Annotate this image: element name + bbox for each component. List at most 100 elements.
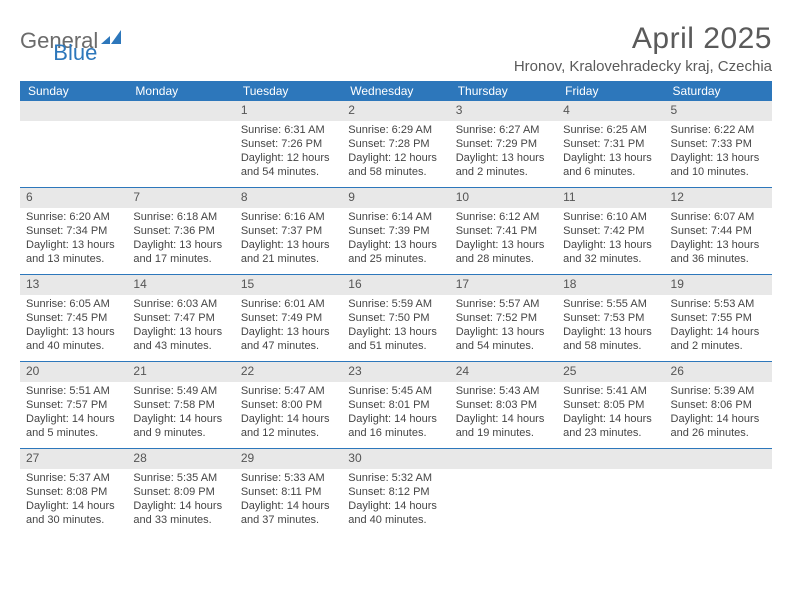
logo-text-blue: Blue (53, 40, 97, 66)
day-details: Sunrise: 5:47 AMSunset: 8:00 PMDaylight:… (235, 382, 342, 445)
daylight-line: Daylight: 12 hours and 58 minutes. (348, 151, 443, 180)
calendar-cell: 23Sunrise: 5:45 AMSunset: 8:01 PMDayligh… (342, 362, 449, 448)
daylight-line: Daylight: 13 hours and 32 minutes. (563, 238, 658, 267)
sunset-line: Sunset: 8:06 PM (671, 398, 766, 412)
day-number: 25 (557, 362, 664, 382)
sunrise-line: Sunrise: 5:37 AM (26, 471, 121, 485)
calendar-cell: 29Sunrise: 5:33 AMSunset: 8:11 PMDayligh… (235, 449, 342, 535)
day-details: Sunrise: 6:16 AMSunset: 7:37 PMDaylight:… (235, 208, 342, 271)
logo-mark-icon (101, 24, 121, 50)
calendar-cell: 8Sunrise: 6:16 AMSunset: 7:37 PMDaylight… (235, 188, 342, 274)
sunset-line: Sunset: 7:50 PM (348, 311, 443, 325)
day-details: Sunrise: 6:25 AMSunset: 7:31 PMDaylight:… (557, 121, 664, 184)
sunset-line: Sunset: 7:26 PM (241, 137, 336, 151)
day-number-empty (665, 449, 772, 469)
calendar-cell: 24Sunrise: 5:43 AMSunset: 8:03 PMDayligh… (450, 362, 557, 448)
calendar-cell: 28Sunrise: 5:35 AMSunset: 8:09 PMDayligh… (127, 449, 234, 535)
day-number: 9 (342, 188, 449, 208)
day-details: Sunrise: 6:05 AMSunset: 7:45 PMDaylight:… (20, 295, 127, 358)
sunset-line: Sunset: 7:28 PM (348, 137, 443, 151)
day-number: 28 (127, 449, 234, 469)
day-number: 13 (20, 275, 127, 295)
calendar-cell: 15 Sunrise: 6:01 AMSunset: 7:49 PMDayligh… (235, 275, 342, 361)
day-number: 27 (20, 449, 127, 469)
sunset-line: Sunset: 7:34 PM (26, 224, 121, 238)
daylight-line: Daylight: 13 hours and 6 minutes. (563, 151, 658, 180)
sunset-line: Sunset: 7:55 PM (671, 311, 766, 325)
day-number: 23 (342, 362, 449, 382)
day-number: 8 (235, 188, 342, 208)
calendar-cell-empty (450, 449, 557, 535)
sunset-line: Sunset: 7:29 PM (456, 137, 551, 151)
day-number-empty (557, 449, 664, 469)
sunset-line: Sunset: 8:00 PM (241, 398, 336, 412)
daylight-line: Daylight: 13 hours and 47 minutes. (241, 325, 336, 354)
day-number: 22 (235, 362, 342, 382)
day-number: 1 (235, 101, 342, 121)
sunrise-line: Sunrise: 6:18 AM (133, 210, 228, 224)
day-details: Sunrise: 6:27 AMSunset: 7:29 PMDaylight:… (450, 121, 557, 184)
daylight-line: Daylight: 14 hours and 37 minutes. (241, 499, 336, 528)
sunset-line: Sunset: 7:57 PM (26, 398, 121, 412)
calendar-cell: 30Sunrise: 5:32 AMSunset: 8:12 PMDayligh… (342, 449, 449, 535)
daylight-line: Daylight: 14 hours and 16 minutes. (348, 412, 443, 441)
sunset-line: Sunset: 7:36 PM (133, 224, 228, 238)
daylight-line: Daylight: 14 hours and 2 minutes. (671, 325, 766, 354)
location-subtitle: Hronov, Kralovehradecky kraj, Czechia (514, 58, 772, 75)
day-header: Monday (127, 81, 234, 101)
day-header: Wednesday (342, 81, 449, 101)
daylight-line: Daylight: 14 hours and 26 minutes. (671, 412, 766, 441)
day-number: 15 (235, 275, 342, 295)
day-details: Sunrise: 5:43 AMSunset: 8:03 PMDaylight:… (450, 382, 557, 445)
sunrise-line: Sunrise: 5:49 AM (133, 384, 228, 398)
calendar-week: 20Sunrise: 5:51 AMSunset: 7:57 PMDayligh… (20, 361, 772, 448)
calendar-page: General Blue April 2025 Hronov, Kraloveh… (0, 0, 792, 555)
calendar-cell-empty (665, 449, 772, 535)
calendar-cell: 1Sunrise: 6:31 AMSunset: 7:26 PMDaylight… (235, 101, 342, 187)
daylight-line: Daylight: 14 hours and 5 minutes. (26, 412, 121, 441)
calendar-week: 6Sunrise: 6:20 AMSunset: 7:34 PMDaylight… (20, 187, 772, 274)
calendar-cell: 10Sunrise: 6:12 AMSunset: 7:41 PMDayligh… (450, 188, 557, 274)
calendar-cell: 12Sunrise: 6:07 AMSunset: 7:44 PMDayligh… (665, 188, 772, 274)
calendar-cell: 18Sunrise: 5:55 AMSunset: 7:53 PMDayligh… (557, 275, 664, 361)
sunset-line: Sunset: 7:58 PM (133, 398, 228, 412)
calendar-cell: 11Sunrise: 6:10 AMSunset: 7:42 PMDayligh… (557, 188, 664, 274)
sunrise-line: Sunrise: 6:31 AM (241, 123, 336, 137)
day-number: 2 (342, 101, 449, 121)
daylight-line: Daylight: 13 hours and 21 minutes. (241, 238, 336, 267)
day-number-empty (127, 101, 234, 121)
calendar-cell: 21Sunrise: 5:49 AMSunset: 7:58 PMDayligh… (127, 362, 234, 448)
daylight-line: Daylight: 14 hours and 19 minutes. (456, 412, 551, 441)
sunset-line: Sunset: 7:49 PM (241, 311, 336, 325)
sunrise-line: Sunrise: 5:51 AM (26, 384, 121, 398)
sunrise-line: Sunrise: 6:01 AM (241, 297, 336, 311)
daylight-line: Daylight: 14 hours and 9 minutes. (133, 412, 228, 441)
daylight-line: Daylight: 13 hours and 13 minutes. (26, 238, 121, 267)
sunrise-line: Sunrise: 6:20 AM (26, 210, 121, 224)
daylight-line: Daylight: 13 hours and 28 minutes. (456, 238, 551, 267)
sunrise-line: Sunrise: 5:39 AM (671, 384, 766, 398)
sunrise-line: Sunrise: 5:32 AM (348, 471, 443, 485)
day-number-empty (20, 101, 127, 121)
calendar-cell: 3Sunrise: 6:27 AMSunset: 7:29 PMDaylight… (450, 101, 557, 187)
day-details: Sunrise: 5:39 AMSunset: 8:06 PMDaylight:… (665, 382, 772, 445)
sunrise-line: Sunrise: 6:12 AM (456, 210, 551, 224)
calendar-cell: 25Sunrise: 5:41 AMSunset: 8:05 PMDayligh… (557, 362, 664, 448)
sunrise-line: Sunrise: 5:33 AM (241, 471, 336, 485)
sunrise-line: Sunrise: 6:16 AM (241, 210, 336, 224)
day-details: Sunrise: 6:07 AMSunset: 7:44 PMDaylight:… (665, 208, 772, 271)
day-number: 18 (557, 275, 664, 295)
day-details: Sunrise: 5:45 AMSunset: 8:01 PMDaylight:… (342, 382, 449, 445)
day-number: 11 (557, 188, 664, 208)
calendar-cell: 14Sunrise: 6:03 AMSunset: 7:47 PMDayligh… (127, 275, 234, 361)
day-number: 30 (342, 449, 449, 469)
day-number: 10 (450, 188, 557, 208)
calendar-cell: 20Sunrise: 5:51 AMSunset: 7:57 PMDayligh… (20, 362, 127, 448)
day-number: 16 (342, 275, 449, 295)
day-details: Sunrise: 6:14 AMSunset: 7:39 PMDaylight:… (342, 208, 449, 271)
sunset-line: Sunset: 7:39 PM (348, 224, 443, 238)
title-block: April 2025 Hronov, Kralovehradecky kraj,… (514, 22, 772, 75)
day-details: Sunrise: 5:37 AMSunset: 8:08 PMDaylight:… (20, 469, 127, 532)
daylight-line: Daylight: 13 hours and 51 minutes. (348, 325, 443, 354)
sunrise-line: Sunrise: 5:43 AM (456, 384, 551, 398)
